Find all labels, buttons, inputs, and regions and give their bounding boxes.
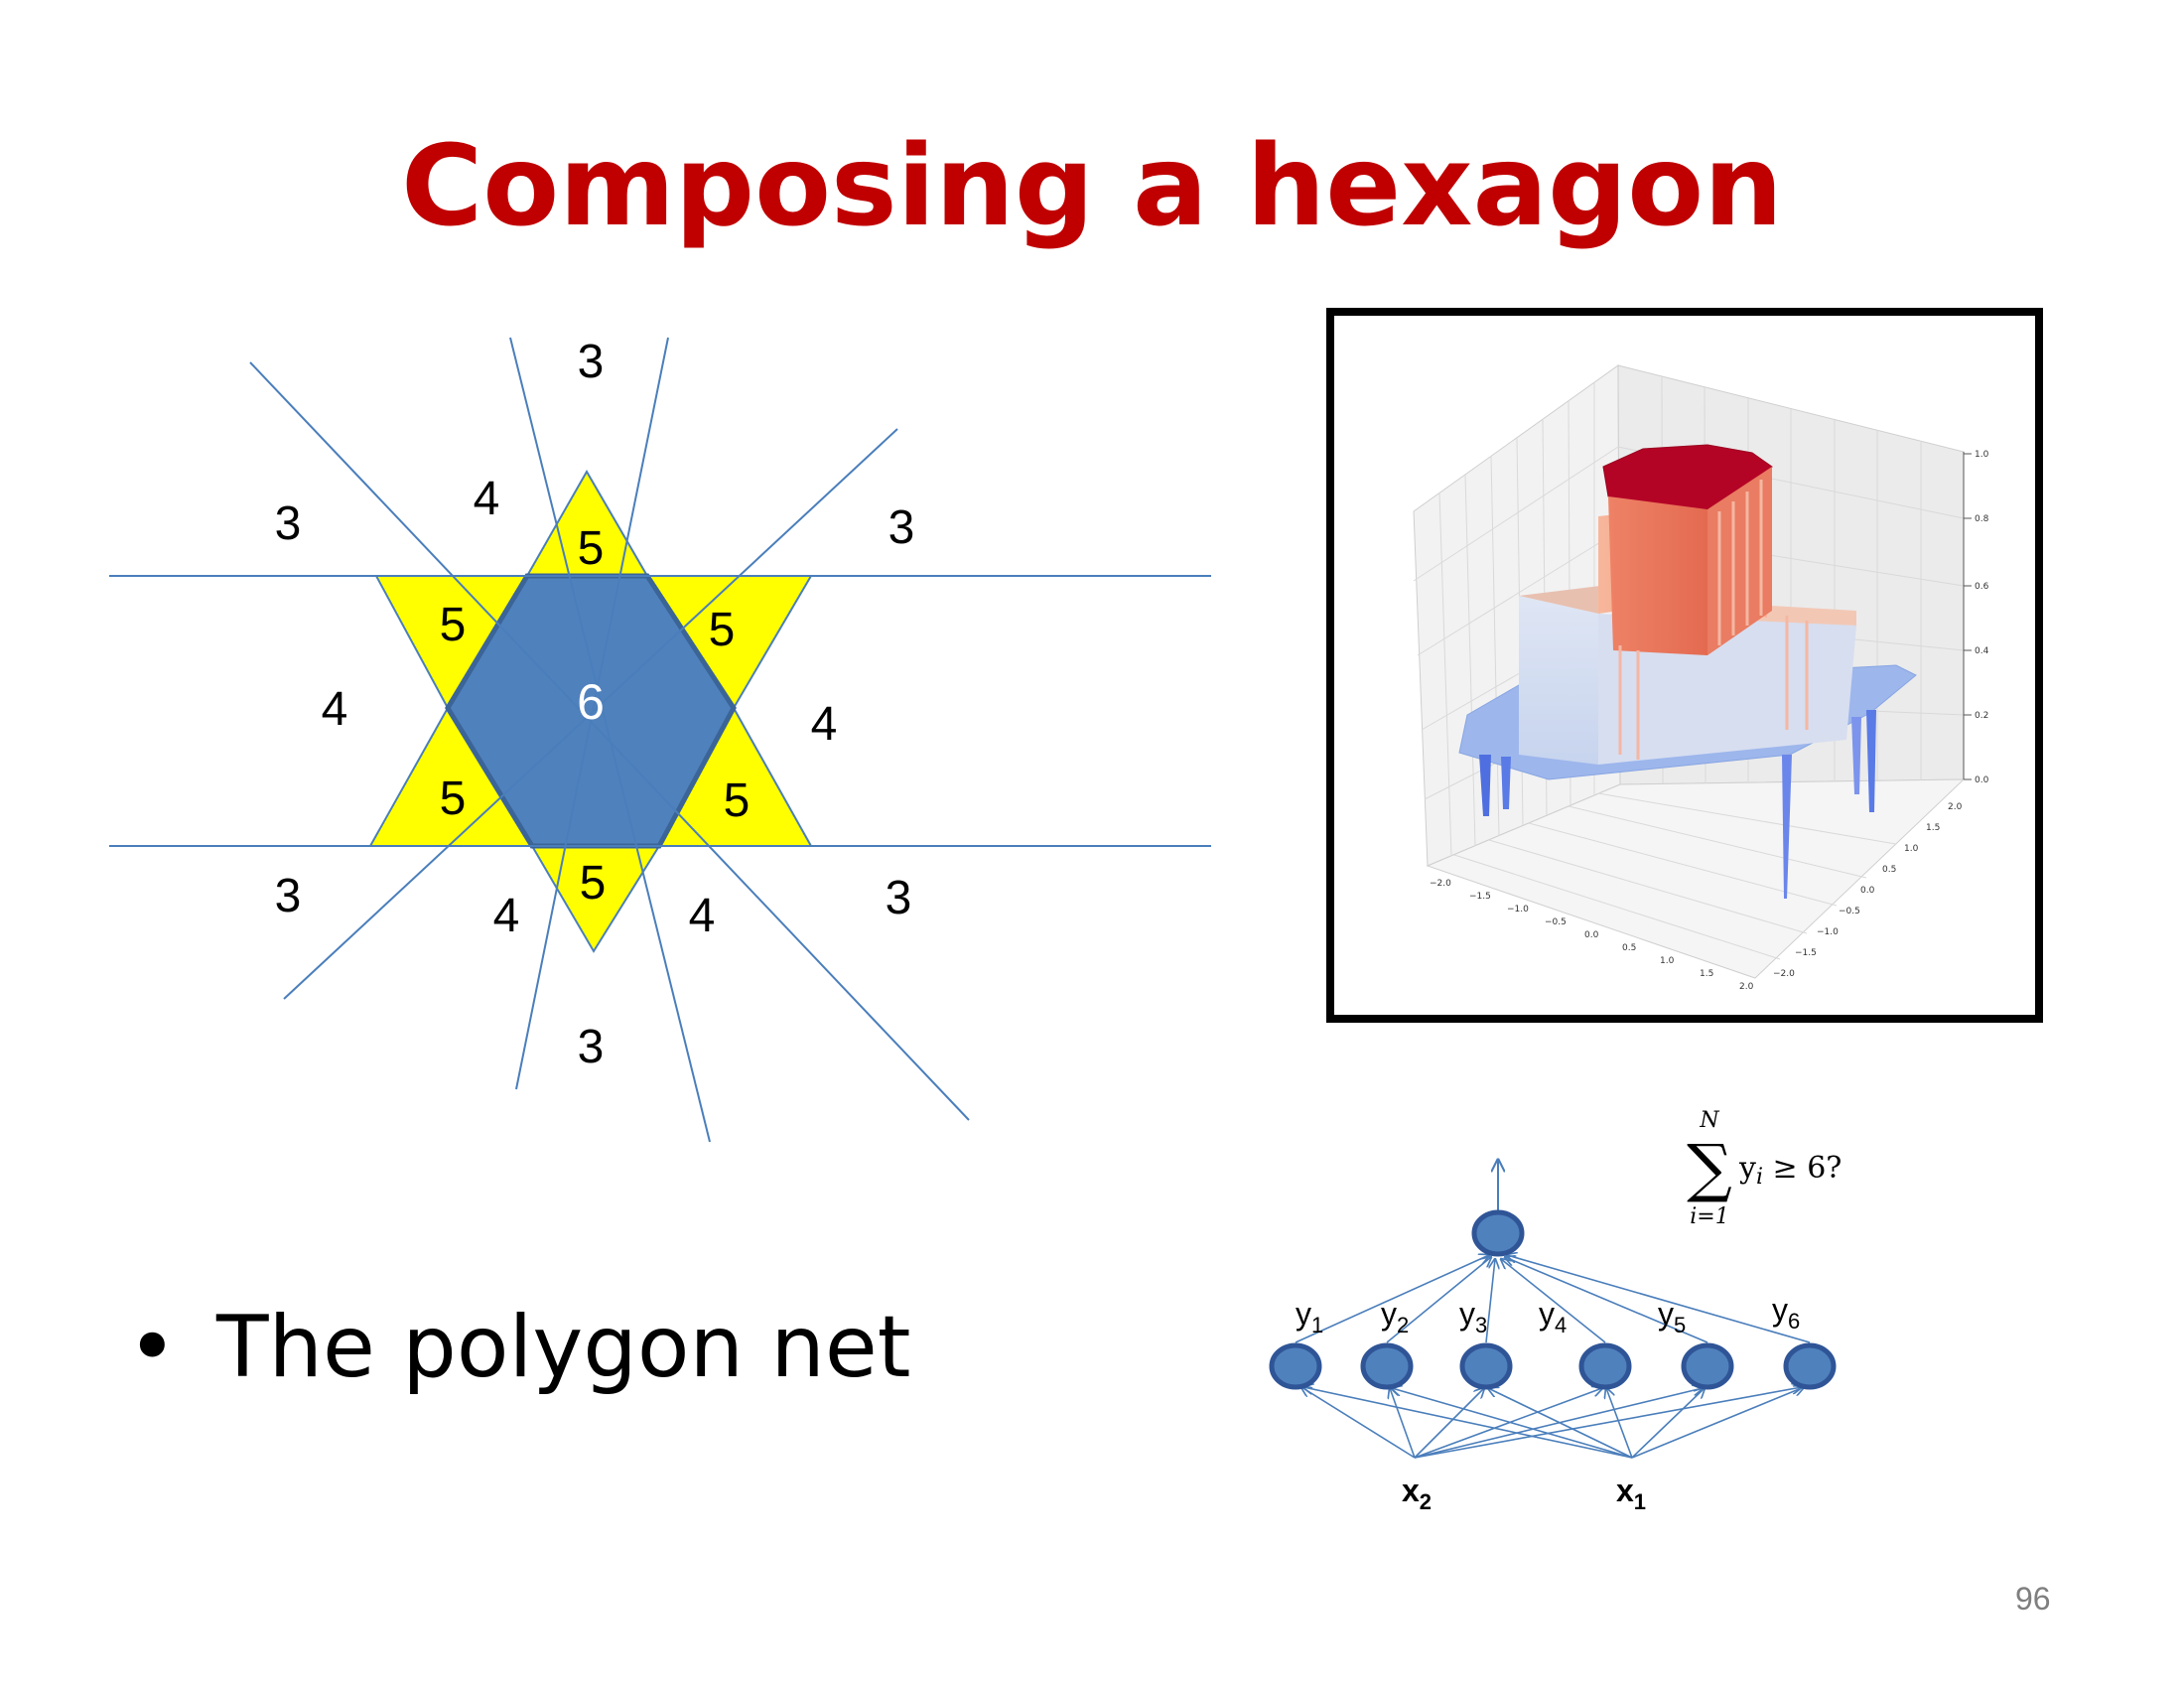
label-hexagon: 6 — [577, 674, 605, 730]
surface-top-front — [1608, 496, 1707, 655]
sum-formula: N ∑ i=1 yi ≥ 6? — [1687, 1108, 1842, 1229]
label-triangle: 5 — [709, 604, 736, 656]
hidden-label: y3 — [1459, 1296, 1487, 1337]
input-to-hidden-edges — [1301, 1387, 1804, 1458]
label-triangle: 5 — [440, 599, 467, 651]
label-four: 4 — [811, 698, 838, 751]
y-tick-label: −1.5 — [1795, 948, 1817, 958]
z-tick-label: 0.2 — [1975, 711, 1988, 721]
x-tick-label: 0.0 — [1584, 930, 1599, 940]
y-tick-label: 0.5 — [1882, 865, 1896, 875]
bullet-item: • The polygon net — [127, 1293, 910, 1402]
x-tick-label: 1.0 — [1660, 956, 1675, 966]
x-tick-label: −0.5 — [1545, 917, 1567, 927]
x-tick-label: −1.0 — [1507, 905, 1529, 914]
label-three: 3 — [888, 501, 915, 554]
x-tick-label: −1.5 — [1469, 892, 1491, 902]
label-four: 4 — [493, 890, 520, 942]
hidden-label: y4 — [1539, 1296, 1567, 1337]
z-tick-label: 1.0 — [1975, 450, 1989, 460]
y-tick-label: −2.0 — [1773, 969, 1795, 979]
hidden-label: y6 — [1772, 1292, 1800, 1334]
formula-sigma: ∑ — [1687, 1132, 1732, 1205]
label-four: 4 — [322, 683, 348, 736]
x-tick-label: −2.0 — [1430, 879, 1451, 889]
z-tick-label: 0.6 — [1975, 582, 1989, 592]
label-four: 4 — [689, 890, 716, 942]
y-tick-label: 2.0 — [1948, 802, 1963, 812]
hidden-label: y5 — [1658, 1296, 1686, 1337]
hidden-neuron — [1581, 1345, 1629, 1387]
hidden-neuron — [1684, 1345, 1731, 1387]
hidden-neuron — [1786, 1345, 1834, 1387]
label-triangle: 5 — [440, 773, 467, 825]
page-number: 96 — [2015, 1581, 2051, 1618]
x-tick-label: 1.5 — [1700, 969, 1713, 979]
label-triangle: 5 — [724, 774, 751, 827]
z-tick-label: 0.8 — [1975, 514, 1989, 524]
bullet-dot: • — [127, 1293, 216, 1402]
line-diag-c — [250, 362, 969, 1120]
formula-body: yi ≥ 6? — [1738, 1151, 1842, 1190]
label-four: 4 — [474, 473, 500, 525]
y-tick-label: −1.0 — [1817, 927, 1839, 937]
label-triangle: 5 — [580, 857, 607, 910]
input-label: x2 — [1402, 1473, 1432, 1514]
bullet-text: The polygon net — [216, 1298, 910, 1397]
y-tick-label: 1.5 — [1926, 823, 1940, 833]
hidden-neuron — [1272, 1345, 1319, 1387]
x-tick-label: 2.0 — [1739, 982, 1754, 992]
label-three: 3 — [578, 1021, 605, 1073]
z-tick-label: 0.0 — [1975, 775, 1989, 785]
hidden-neuron — [1462, 1345, 1510, 1387]
label-three: 3 — [578, 336, 605, 388]
formula-lower-limit: i=1 — [1690, 1204, 1728, 1229]
y-tick-label: −0.5 — [1839, 907, 1860, 916]
x-tick-label: 0.5 — [1622, 943, 1636, 953]
surface-tier-low-front — [1519, 596, 1598, 765]
y-tick-label: 0.0 — [1860, 886, 1875, 896]
formula-upper-limit: N — [1699, 1108, 1719, 1133]
label-triangle: 5 — [578, 522, 605, 575]
label-three: 3 — [275, 497, 302, 550]
label-three: 3 — [275, 870, 302, 922]
output-neuron — [1474, 1212, 1522, 1254]
hidden-neuron — [1363, 1345, 1411, 1387]
polygon-network: y1 y2 y3 y4 y5 y6 x2 x1 N ∑ i=1 y — [1272, 1108, 1842, 1514]
y-tick-label: 1.0 — [1904, 844, 1919, 854]
input-label: x1 — [1616, 1473, 1646, 1514]
hidden-label: y1 — [1296, 1296, 1323, 1337]
label-three: 3 — [886, 872, 912, 924]
hidden-label: y2 — [1381, 1296, 1409, 1337]
z-tick-label: 0.4 — [1975, 646, 1989, 656]
hexagon-diagram: 6 5 5 5 5 5 5 4 4 4 4 4 4 3 3 3 3 3 3 — [109, 336, 1211, 1142]
surface-plot: 1.0 0.8 0.6 0.4 0.2 0.0 −2.0 −1.5 −1.0 −… — [1330, 312, 2039, 1019]
